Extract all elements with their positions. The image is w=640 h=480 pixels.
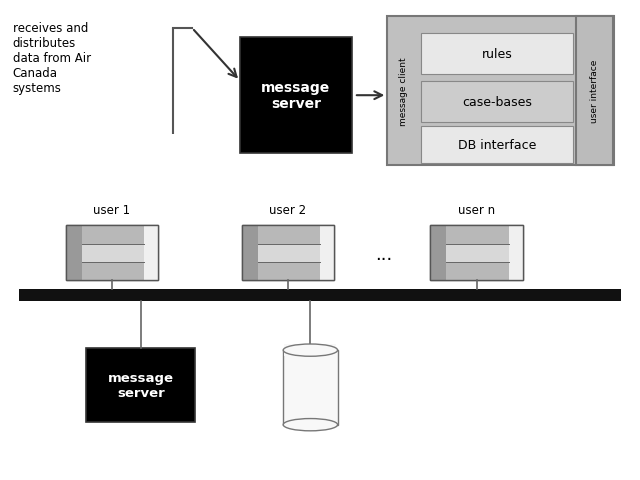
Bar <box>258 263 321 281</box>
Bar <box>421 82 573 122</box>
Bar <box>320 226 334 281</box>
Bar <box>240 38 352 154</box>
Bar <box>285 344 337 357</box>
Text: ...: ... <box>376 245 392 264</box>
Text: user interface: user interface <box>590 60 599 123</box>
Bar <box>242 226 334 281</box>
Bar <box>447 226 509 244</box>
Bar <box>258 226 321 281</box>
Text: case-bases: case-bases <box>462 96 532 108</box>
Bar <box>509 226 524 281</box>
Bar <box>258 226 321 244</box>
Ellipse shape <box>283 344 338 357</box>
Text: message
server: message server <box>108 371 174 399</box>
Bar <box>430 226 447 281</box>
Text: DB interface: DB interface <box>458 139 536 152</box>
Bar <box>65 226 159 281</box>
Text: message
server: message server <box>261 81 331 111</box>
Bar <box>576 17 613 166</box>
Text: user n: user n <box>458 204 495 217</box>
Bar <box>447 263 509 281</box>
Bar <box>283 350 338 425</box>
Bar <box>86 348 195 422</box>
Bar <box>421 127 573 163</box>
Bar <box>19 289 621 301</box>
Ellipse shape <box>283 419 338 431</box>
Bar <box>430 226 524 281</box>
Bar <box>242 226 258 281</box>
Bar <box>82 226 145 281</box>
Bar <box>447 226 509 281</box>
Text: user 2: user 2 <box>269 204 307 217</box>
Bar <box>242 226 334 281</box>
Text: message client: message client <box>399 57 408 125</box>
Bar <box>145 226 158 281</box>
Bar <box>65 226 82 281</box>
Text: user 1: user 1 <box>93 204 131 217</box>
Bar <box>430 226 524 281</box>
Bar <box>387 17 614 166</box>
Bar <box>65 226 159 281</box>
Bar <box>82 226 145 244</box>
Text: receives and
distributes
data from Air
Canada
systems: receives and distributes data from Air C… <box>13 22 91 95</box>
Bar <box>421 34 573 74</box>
Text: rules: rules <box>482 48 513 60</box>
Bar <box>82 263 145 281</box>
